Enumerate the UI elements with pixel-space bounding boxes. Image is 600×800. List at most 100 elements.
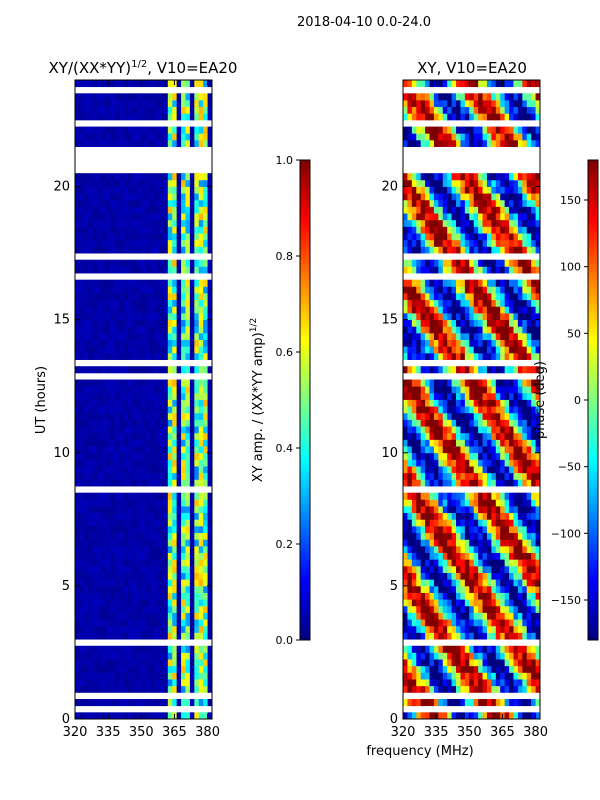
heatmap-cell bbox=[500, 619, 506, 627]
heatmap-cell bbox=[163, 412, 169, 420]
heatmap-cell bbox=[114, 539, 120, 547]
heatmap-cell bbox=[403, 306, 408, 314]
heatmap-cell bbox=[150, 652, 155, 660]
heatmap-cell bbox=[79, 139, 85, 147]
heatmap-cell bbox=[189, 99, 195, 108]
heatmap-cell bbox=[185, 492, 191, 500]
heatmap-cell bbox=[456, 419, 461, 427]
heatmap-cell bbox=[101, 605, 107, 613]
heatmap-cell bbox=[464, 599, 470, 607]
heatmap-cell bbox=[83, 246, 89, 254]
heatmap-cell bbox=[500, 279, 506, 287]
heatmap-cell bbox=[482, 452, 488, 460]
heatmap-cell bbox=[101, 179, 107, 187]
heatmap-cell bbox=[97, 352, 102, 360]
heatmap-cell bbox=[433, 625, 439, 633]
heatmap-cell bbox=[185, 645, 191, 653]
heatmap-cell bbox=[110, 133, 116, 141]
heatmap-cell bbox=[105, 579, 111, 587]
heatmap-cell bbox=[136, 645, 142, 653]
heatmap-cell bbox=[141, 326, 147, 334]
heatmap-cell bbox=[500, 659, 506, 667]
heatmap-cell bbox=[97, 399, 102, 407]
heatmap-cell bbox=[438, 239, 444, 247]
heatmap-cell bbox=[416, 512, 422, 520]
heatmap-cell bbox=[456, 399, 461, 407]
heatmap-cell bbox=[88, 699, 94, 707]
heatmap-cell bbox=[163, 426, 169, 434]
heatmap-cell bbox=[207, 392, 213, 400]
heatmap-cell bbox=[411, 685, 417, 693]
heatmap-cell bbox=[154, 659, 160, 667]
heatmap-cell bbox=[207, 186, 213, 194]
heatmap-cell bbox=[163, 685, 169, 693]
heatmap-cell bbox=[176, 665, 182, 673]
heatmap-cell bbox=[150, 492, 155, 500]
heatmap-cell bbox=[114, 412, 120, 420]
heatmap-cell bbox=[141, 472, 147, 480]
heatmap-cell bbox=[429, 412, 435, 420]
heatmap-cell bbox=[88, 612, 94, 620]
heatmap-cell bbox=[158, 293, 164, 301]
heatmap-cell bbox=[194, 126, 200, 134]
heatmap-cell bbox=[97, 592, 102, 600]
heatmap-cell bbox=[460, 672, 466, 680]
heatmap-cell bbox=[163, 572, 169, 580]
heatmap-cell bbox=[189, 466, 195, 474]
heatmap-cell bbox=[189, 459, 195, 467]
heatmap-cell bbox=[123, 406, 129, 414]
heatmap-cell bbox=[88, 426, 94, 434]
heatmap-cell bbox=[198, 679, 204, 687]
heatmap-cell bbox=[141, 532, 147, 540]
heatmap-cell bbox=[189, 173, 195, 181]
heatmap-cell bbox=[83, 619, 89, 627]
heatmap-cell bbox=[110, 199, 116, 207]
heatmap-cell bbox=[407, 213, 413, 221]
heatmap-cell bbox=[500, 625, 506, 633]
heatmap-cell bbox=[420, 346, 426, 354]
heatmap-cell bbox=[469, 572, 475, 580]
heatmap-cell bbox=[141, 392, 147, 400]
heatmap-cell bbox=[128, 432, 133, 440]
heatmap-cell bbox=[429, 213, 435, 221]
heatmap-cell bbox=[495, 579, 501, 587]
heatmap-cell bbox=[513, 632, 519, 640]
heatmap-cell bbox=[154, 406, 160, 414]
heatmap-cell bbox=[429, 239, 435, 247]
heatmap-cell bbox=[176, 672, 182, 680]
heatmap-cell bbox=[460, 346, 466, 354]
heatmap-cell bbox=[535, 352, 541, 360]
heatmap-cell bbox=[101, 366, 107, 374]
heatmap-cell bbox=[83, 452, 89, 460]
heatmap-cell bbox=[438, 532, 444, 540]
heatmap-cell bbox=[154, 133, 160, 141]
heatmap-cell bbox=[447, 685, 453, 693]
heatmap-cell bbox=[495, 432, 501, 440]
heatmap-cell bbox=[416, 319, 422, 327]
heatmap-cell bbox=[509, 326, 514, 334]
heatmap-cell bbox=[79, 99, 85, 108]
heatmap-cell bbox=[486, 392, 492, 400]
heatmap-cell bbox=[513, 452, 519, 460]
heatmap-cell bbox=[132, 173, 138, 181]
heatmap-cell bbox=[110, 585, 116, 593]
heatmap-cell bbox=[416, 399, 422, 407]
heatmap-cell bbox=[504, 552, 510, 560]
heatmap-cell bbox=[473, 406, 479, 414]
heatmap-cell bbox=[478, 712, 483, 720]
heatmap-cell bbox=[128, 199, 133, 207]
heatmap-cell bbox=[92, 592, 98, 600]
heatmap-cell bbox=[158, 332, 164, 340]
heatmap-cell bbox=[464, 386, 470, 394]
heatmap-cell bbox=[105, 499, 111, 507]
heatmap-cell bbox=[403, 193, 408, 201]
heatmap-cell bbox=[442, 279, 448, 287]
heatmap-cell bbox=[136, 545, 142, 553]
heatmap-cell bbox=[181, 339, 186, 347]
heatmap-cell bbox=[105, 299, 111, 307]
heatmap-cell bbox=[464, 426, 470, 434]
heatmap-cell bbox=[128, 612, 133, 620]
heatmap-cell bbox=[154, 565, 160, 573]
heatmap-cell bbox=[132, 352, 138, 360]
heatmap-cell bbox=[513, 239, 519, 247]
